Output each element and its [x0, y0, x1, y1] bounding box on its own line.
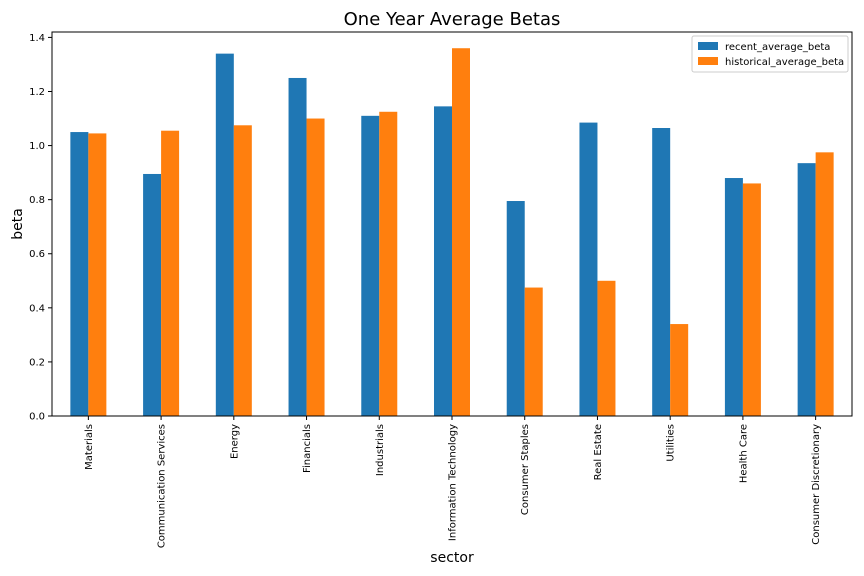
legend: recent_average_beta historical_average_be…	[691, 35, 849, 73]
x-axis-title: sector	[430, 550, 474, 566]
x-tick-label: Consumer Staples	[520, 424, 531, 515]
bar-recent-average-beta-consumer-staples	[506, 201, 525, 416]
x-tick-label: Financials	[302, 424, 313, 473]
bar-historical-average-beta-health-care	[742, 183, 761, 416]
chart-title: One Year Average Betas	[344, 9, 561, 30]
bars-group	[70, 48, 834, 417]
x-tick-label: Real Estate	[593, 424, 604, 480]
x-tick-label: Materials	[84, 424, 95, 470]
x-tick-label: Energy	[229, 424, 240, 459]
bar-historical-average-beta-consumer-staples	[524, 287, 543, 416]
legend-label: recent_average_beta	[725, 42, 830, 53]
bar-historical-average-beta-information-technology	[452, 48, 470, 417]
y-tick-label: 0.2	[29, 357, 45, 368]
x-axis: Materials Communication Services Energy Fin…	[84, 416, 822, 548]
bar-recent-average-beta-consumer-discretionary	[797, 163, 816, 416]
bar-historical-average-beta-consumer-discretionary	[815, 152, 834, 417]
y-tick-label: 0.0	[29, 412, 45, 423]
y-tick-label: 1.4	[29, 33, 45, 44]
bar-recent-average-beta-communication-services	[143, 173, 162, 416]
y-tick-label: 0.4	[29, 303, 45, 314]
bar-recent-average-beta-materials	[70, 132, 89, 416]
x-tick-label: Utilities	[666, 424, 677, 462]
x-tick-label: Consumer Discretionary	[811, 424, 822, 545]
y-axis: 0.0 0.2 0.4 0.6 0.8 1.0 1.2 1.4	[29, 33, 52, 423]
bar-historical-average-beta-materials	[88, 133, 107, 416]
bar-historical-average-beta-utilities	[670, 324, 689, 416]
x-tick-label: Communication Services	[157, 424, 168, 548]
bar-historical-average-beta-real-estate	[597, 280, 616, 416]
bar-historical-average-beta-financials	[306, 118, 325, 416]
bar-historical-average-beta-energy	[233, 125, 252, 416]
bar-recent-average-beta-industrials	[361, 115, 380, 416]
bar-recent-average-beta-energy	[215, 53, 234, 417]
y-axis-title: beta	[10, 208, 26, 240]
x-tick-label: Health Care	[738, 424, 749, 483]
x-tick-label: Industrials	[375, 424, 386, 476]
bar-recent-average-beta-real-estate	[579, 122, 598, 416]
bar-recent-average-beta-financials	[288, 77, 307, 416]
legend-swatch	[698, 42, 718, 50]
legend-box	[691, 35, 849, 73]
legend-swatch	[698, 57, 718, 65]
bar-historical-average-beta-industrials	[379, 111, 398, 416]
legend-label: historical_average_beta	[725, 57, 844, 68]
bar-recent-average-beta-health-care	[724, 178, 743, 416]
x-tick-label: Information Technology	[448, 424, 459, 541]
bar-recent-average-beta-utilities	[652, 128, 671, 416]
bar-recent-average-beta-information-technology	[434, 106, 452, 416]
y-tick-label: 0.6	[29, 249, 45, 260]
y-tick-label: 0.8	[29, 195, 45, 206]
bar-historical-average-beta-communication-services	[161, 130, 180, 416]
y-tick-label: 1.0	[29, 141, 45, 152]
y-tick-label: 1.2	[29, 87, 45, 98]
